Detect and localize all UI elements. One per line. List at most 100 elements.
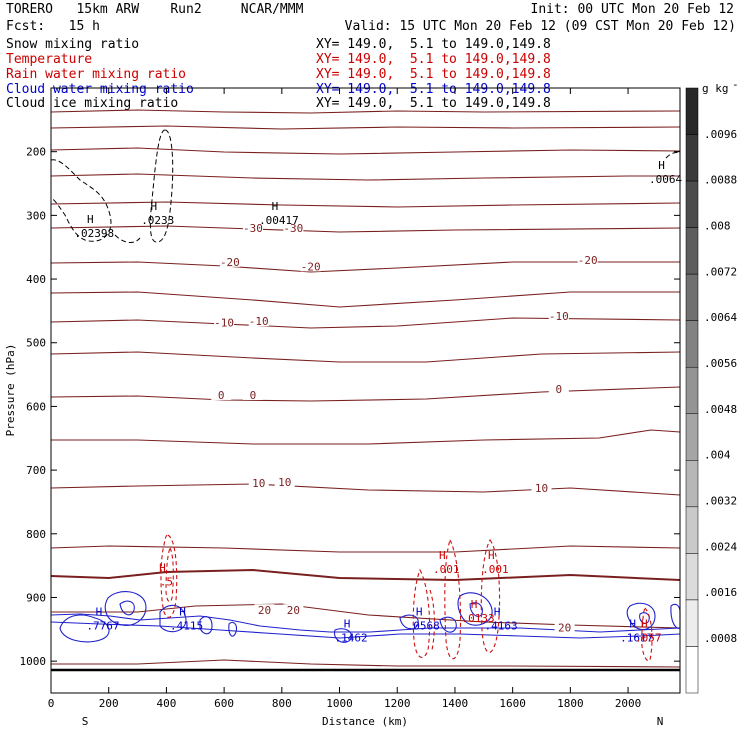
colorbar-segment	[685, 180, 699, 228]
maximum-marker: H	[488, 549, 495, 562]
x-axis-label: Distance (km)	[322, 715, 408, 728]
maximum-value-label: .001	[433, 563, 460, 576]
isotherm-line	[51, 659, 681, 668]
x-tick-label: 400	[156, 697, 176, 710]
legend-temperature-label: Temperature	[6, 52, 93, 67]
colorbar-segment	[685, 134, 699, 182]
isotherm-line	[50, 109, 681, 114]
temperature-label-bg	[548, 383, 569, 395]
cloud-water-contour	[50, 621, 681, 639]
colorbar-label: .0064	[704, 311, 737, 324]
temperature-label: -10	[249, 315, 269, 328]
temperature-label-bg	[548, 309, 569, 321]
temperature-label: 20	[558, 621, 571, 634]
legend-snow-range: XY= 149.0, 5.1 to 149.0,149.8	[316, 37, 551, 52]
colorbar-segment	[685, 87, 699, 135]
maximum-value-label: .4115	[170, 619, 203, 632]
maximum-marker: H	[344, 618, 351, 631]
maximum-marker: H	[494, 605, 501, 618]
colorbar-segment	[685, 506, 699, 554]
south-end-label: S	[82, 715, 89, 728]
maximum-value-label: .5	[160, 576, 173, 589]
isotherm-line	[50, 201, 681, 208]
snow-contour	[149, 129, 174, 243]
colorbar-label: .0072	[704, 265, 737, 278]
snow-contour	[665, 152, 681, 159]
maximum-marker: H	[416, 605, 423, 618]
colorbar-label: .004	[704, 449, 731, 462]
maximum-marker: H	[159, 562, 166, 575]
x-tick-label: 1000	[326, 697, 353, 710]
y-tick-label: 500	[26, 337, 46, 350]
isotherm-line	[51, 603, 681, 629]
temperature-label: 0	[218, 389, 225, 402]
legend-cloud-water-label: Cloud water mixing ratio	[6, 82, 194, 97]
y-tick-label: 400	[26, 273, 46, 286]
isotherm-line	[51, 429, 681, 445]
maximum-value-label: .00417	[259, 214, 299, 227]
legend-rain-label: Rain water mixing ratio	[6, 67, 187, 82]
cloud-water-contour	[626, 602, 656, 631]
colorbar-label: .0008	[704, 632, 737, 645]
y-tick-label: 700	[26, 464, 46, 477]
colorbar-label: .0032	[704, 495, 737, 508]
temperature-label-bg	[248, 315, 269, 327]
maximum-marker: H	[272, 200, 279, 213]
temperature-label: -20	[301, 260, 321, 273]
colorbar-unit: g kg	[702, 82, 729, 95]
x-tick-label: 1800	[557, 697, 584, 710]
maximum-value-label: .001	[482, 563, 509, 576]
maximum-marker: H	[471, 598, 478, 611]
cloud-water-contour	[639, 612, 650, 624]
temperature-label: 0	[556, 383, 563, 396]
maximum-marker: H	[658, 159, 665, 172]
temperature-label-bg	[211, 388, 232, 400]
isotherm-line	[50, 125, 681, 130]
maximum-value-label: .057	[635, 632, 662, 645]
cloud-water-contour	[159, 604, 187, 633]
temperature-label-bg	[219, 255, 240, 267]
colorbar-segment	[685, 320, 699, 368]
y-tick-label: 1000	[20, 655, 47, 668]
cloud-water-contour	[119, 600, 135, 616]
isotherm-line	[50, 545, 681, 553]
maximum-marker: H	[629, 618, 636, 631]
cloud-water-contour	[228, 621, 237, 637]
isotherm-line	[50, 568, 681, 582]
isotherm-line	[50, 225, 681, 233]
temperature-label: -10	[549, 310, 569, 323]
maximum-value-label: .02398	[74, 227, 114, 240]
temperature-label-bg	[283, 222, 304, 234]
temperature-label: -30	[243, 222, 263, 235]
snow-contours	[50, 129, 681, 243]
maximum-marker: H	[641, 618, 648, 631]
x-tick-label: 1600	[499, 697, 526, 710]
colorbar-label: .0016	[704, 586, 737, 599]
colorbar-segment	[685, 646, 699, 694]
rain-contour	[444, 538, 462, 660]
isotherm-line	[50, 261, 680, 273]
colorbar-label: .008	[704, 220, 731, 233]
colorbar-segment	[685, 366, 699, 415]
model-title: TORERO 15km ARW Run2 NCAR/MMM	[6, 2, 304, 17]
maximum-marker: H	[96, 605, 103, 618]
temperature-label-bg	[283, 604, 304, 616]
rain-contours	[160, 534, 653, 662]
temperature-label-bg	[554, 621, 575, 633]
cloud-water-contour	[50, 613, 681, 633]
colorbar-segment	[685, 413, 699, 461]
rain-contour	[412, 568, 431, 658]
rain-contour	[160, 534, 178, 618]
temperature-label-bg	[214, 316, 235, 328]
x-tick-label: 0	[48, 697, 55, 710]
maximum-value-label: .1617	[620, 632, 653, 645]
colorbar-label: .0024	[704, 540, 737, 553]
temperature-label-bg	[254, 604, 275, 616]
legend-rain-range: XY= 149.0, 5.1 to 149.0,149.8	[316, 67, 551, 82]
cloud-water-contour	[670, 603, 681, 629]
temperature-label: 10	[252, 477, 265, 490]
temperature-label-bg	[274, 476, 295, 488]
isotherm-line	[50, 386, 681, 402]
y-axis-label: Pressure (hPa)	[4, 344, 17, 437]
